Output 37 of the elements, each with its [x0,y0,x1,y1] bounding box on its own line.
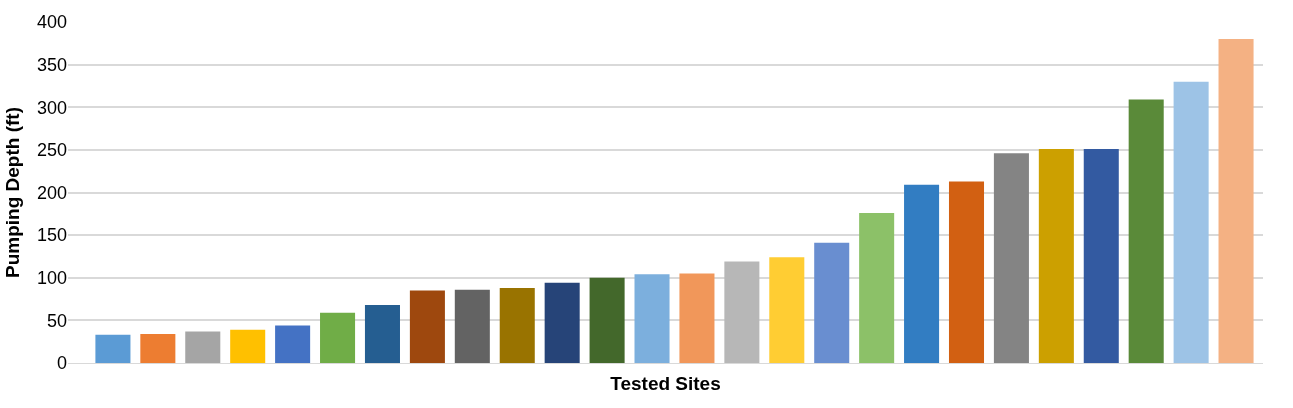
y-tick-label: 200 [36,182,67,203]
bar [1218,39,1254,363]
bar [95,334,131,363]
bar [589,277,625,363]
bar [320,312,356,363]
bar [140,334,176,363]
y-tick-label: 300 [36,97,67,118]
bar [1173,81,1209,363]
bar [679,273,715,363]
bar [1083,149,1119,363]
y-tick-label: 350 [36,54,67,75]
y-tick-label: 100 [36,268,67,289]
bar [275,325,311,363]
bar [814,242,850,363]
bar [1038,149,1074,363]
bar [1128,99,1164,363]
bar [544,282,580,363]
bar [993,153,1029,363]
bar [948,181,985,363]
bar [859,212,895,363]
bar [454,289,490,363]
bar [904,184,940,363]
y-tick-label: 0 [56,353,67,374]
bar [769,257,805,363]
bar [409,290,445,363]
y-tick-label: 250 [36,140,67,161]
bar [230,329,266,363]
bar [499,287,535,363]
y-tick-label: 150 [36,225,67,246]
y-axis-title: Pumping Depth (ft) [1,107,23,278]
bar [634,274,670,363]
bar [724,261,760,363]
y-tick-label: 50 [46,310,67,331]
x-axis-title: Tested Sites [610,373,721,395]
y-tick-label: 400 [36,12,67,33]
bar [364,305,400,363]
bar [185,331,221,363]
